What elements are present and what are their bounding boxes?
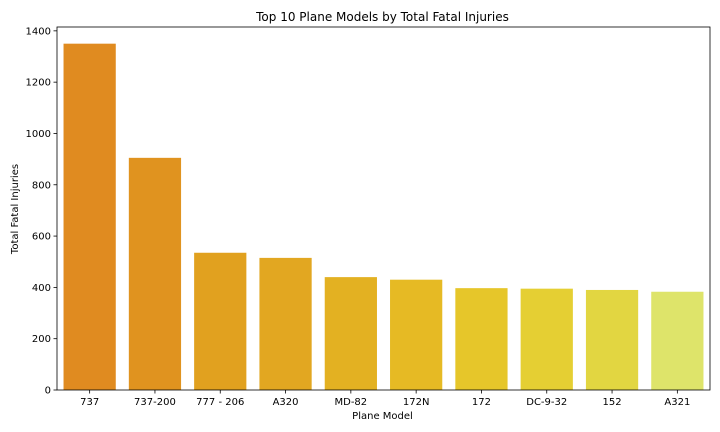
bar-172 xyxy=(455,288,508,390)
y-tick-label: 1000 xyxy=(26,129,51,140)
y-tick-label: 600 xyxy=(32,232,51,243)
y-axis-label: Total Fatal Injuries xyxy=(10,164,21,255)
bar-md-82 xyxy=(324,277,377,390)
plot-frame xyxy=(56,26,711,391)
x-tick-label: 737 xyxy=(80,397,99,408)
bar-777-206 xyxy=(194,252,247,390)
y-tick-label: 800 xyxy=(32,180,51,191)
bar-737-200 xyxy=(128,157,182,390)
y-tick-label: 0 xyxy=(45,386,51,397)
x-tick-label: 152 xyxy=(603,397,622,408)
bar-group xyxy=(63,43,704,390)
x-tick-label: 172 xyxy=(472,397,491,408)
bar-dc-9-32 xyxy=(520,288,573,390)
bar-737 xyxy=(63,43,116,390)
bar-152 xyxy=(585,289,639,390)
y-axis-ticks: 0 200 400 600 800 1000 1200 1400 xyxy=(26,26,57,397)
y-tick-label: 400 xyxy=(32,283,51,294)
x-tick-label: A321 xyxy=(664,397,690,408)
chart-title: Top 10 Plane Models by Total Fatal Injur… xyxy=(255,10,509,24)
x-tick-label: A320 xyxy=(273,397,299,408)
x-tick-label: MD-82 xyxy=(335,397,368,408)
x-tick-label: DC-9-32 xyxy=(526,397,567,408)
x-tick-label: 172N xyxy=(403,397,430,408)
x-axis-ticks: 737 737-200 777 - 206 A320 MD-82 172N 172 DC-9-… xyxy=(80,390,690,408)
y-tick-label: 200 xyxy=(32,334,51,345)
bar-172n xyxy=(390,279,443,390)
y-tick-label: 1400 xyxy=(26,26,51,37)
x-tick-label: 777 - 206 xyxy=(196,397,244,408)
bar-a320 xyxy=(259,257,312,390)
y-tick-label: 1200 xyxy=(26,78,51,89)
bar-a321 xyxy=(651,291,704,390)
x-tick-label: 737-200 xyxy=(134,397,176,408)
x-axis-label: Plane Model xyxy=(352,411,413,422)
